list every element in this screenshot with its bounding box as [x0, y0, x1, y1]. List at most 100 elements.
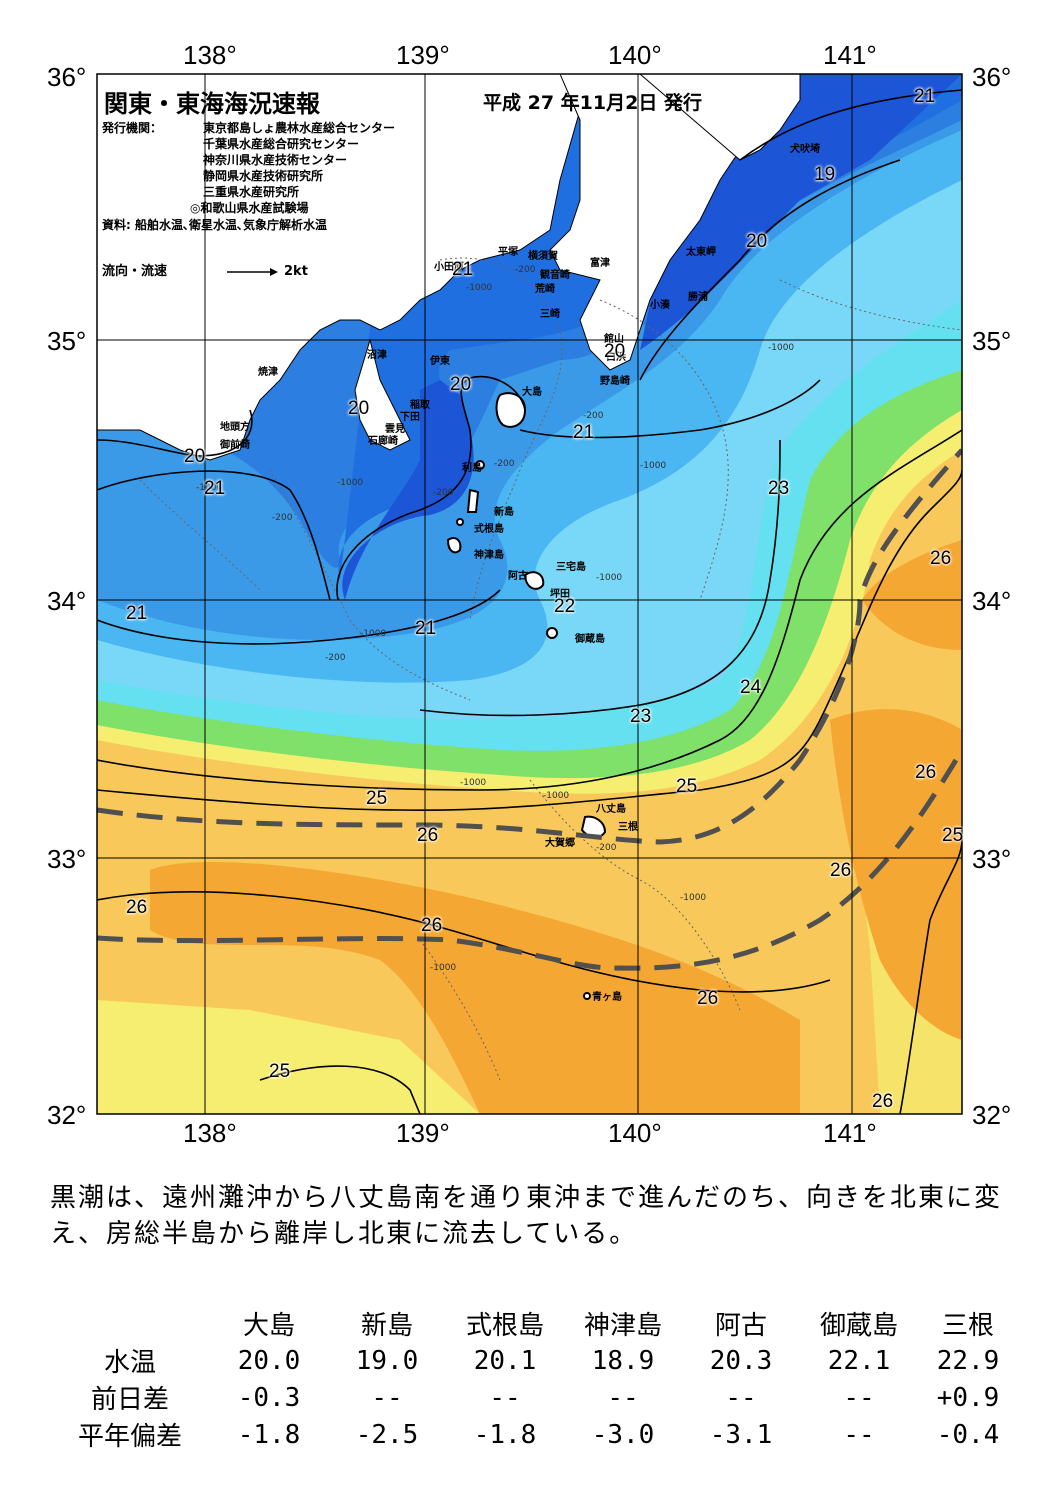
agency-6: ◎和歌山県水産試験場	[190, 201, 309, 215]
lat-left-35: 35°	[47, 326, 87, 356]
place-label: 富津	[590, 258, 610, 269]
isotherm-label: 26	[915, 762, 937, 783]
depth-label: -1000	[360, 629, 386, 639]
isotherm-label: 21	[452, 259, 474, 280]
table-cell: --	[843, 1419, 875, 1450]
table-corner	[50, 1305, 210, 1342]
table-cell: +0.9	[936, 1382, 1000, 1413]
place-label: 下田	[400, 412, 420, 423]
place-label: 焼津	[258, 367, 278, 378]
isotherm-label: 22	[554, 596, 576, 617]
isotherm-label: 20	[184, 446, 206, 467]
isotherm-label: 25	[366, 788, 388, 809]
place-label: 館山	[604, 334, 624, 345]
depth-label: -200	[583, 411, 604, 421]
place-label: 青ヶ島	[592, 992, 622, 1003]
table-cell: -3.1	[709, 1419, 773, 1450]
isotherm-label: 26	[872, 1091, 894, 1112]
isotherm-label: 20	[746, 231, 768, 252]
lat-right-35: 35°	[972, 326, 1012, 356]
depth-contours	[139, 257, 962, 1081]
column-header: 大島	[242, 1311, 295, 1341]
lon-bottom-139: 139°	[396, 1118, 450, 1148]
table-row: 平年偏差 -1.8 -2.5 -1.8 -3.0 -3.1 -- -0.4	[50, 1416, 1018, 1453]
place-label: 坪田	[550, 589, 570, 600]
place-label: 観音崎	[540, 270, 570, 281]
place-label: 勝浦	[688, 292, 708, 303]
island-temperature-table: 大島 新島 式根島 神津島 阿古 御蔵島 三根 水温 20.0 19.0 20.…	[50, 1305, 1018, 1453]
lon-top-139: 139°	[396, 40, 450, 70]
place-label: 三崎	[540, 309, 560, 320]
islands	[446, 392, 607, 1000]
lat-right-33: 33°	[972, 844, 1012, 874]
place-label: 太東岬	[686, 247, 716, 258]
depth-label: -1000	[196, 483, 222, 493]
report-title: 関東・東海海況速報	[104, 90, 320, 118]
place-label: 白浜	[606, 352, 626, 363]
flow-legend-unit: 2kt	[284, 264, 308, 279]
place-label: 石廊崎	[368, 436, 398, 447]
place-label: 新島	[494, 507, 514, 518]
agency-4: 静岡県水産技術研究所	[203, 169, 324, 183]
agency-2: 千葉県水産総合研究センター	[203, 137, 360, 151]
place-label: 神津島	[474, 550, 504, 561]
depth-label: -200	[494, 459, 515, 469]
isotherm-label: 21	[914, 86, 936, 107]
table-row: 前日差 -0.3 -- -- -- -- -- +0.9	[50, 1379, 1018, 1416]
table-cell: -3.0	[591, 1419, 655, 1450]
isotherm-label: 20	[348, 398, 370, 419]
table-cell: --	[725, 1382, 757, 1413]
isotherm-label: 21	[415, 618, 437, 639]
depth-label: -1000	[640, 461, 666, 471]
table-cell: 19.0	[355, 1345, 419, 1376]
place-label: 大島	[522, 387, 542, 398]
table-cell: 22.1	[827, 1345, 891, 1376]
place-label: 横須賀	[528, 251, 558, 262]
table-cell: 20.3	[709, 1345, 773, 1376]
place-label: 御前崎	[220, 440, 250, 451]
table-cell: 18.9	[591, 1345, 655, 1376]
depth-label: -200	[433, 488, 454, 498]
isotherm-label: 19	[814, 164, 836, 185]
depth-label: -1000	[430, 963, 456, 973]
place-label: 地頭方	[220, 422, 250, 433]
lon-bottom-141: 141°	[823, 1118, 877, 1148]
column-header: 三根	[941, 1311, 994, 1341]
isotherm-label: 21	[204, 478, 226, 499]
table-cell: 22.9	[936, 1345, 1000, 1376]
table-cell: -1.8	[237, 1419, 301, 1450]
agency-label: 発行機関：	[102, 121, 163, 135]
place-label: 式根島	[474, 524, 504, 535]
lat-left-33: 33°	[47, 844, 87, 874]
table-header-row: 大島 新島 式根島 神津島 阿古 御蔵島 三根	[50, 1305, 1018, 1342]
depth-label: -200	[325, 653, 346, 663]
isotherm-label: 25	[269, 1061, 291, 1082]
lon-top-141: 141°	[823, 40, 877, 70]
column-header: 新島	[360, 1311, 413, 1341]
depth-label: -200	[272, 513, 293, 523]
lon-bottom-140: 140°	[608, 1118, 662, 1148]
isotherm-label: 26	[697, 988, 719, 1009]
place-label: 犬吠埼	[790, 144, 820, 155]
table-row: 水温 20.0 19.0 20.1 18.9 20.3 22.1 22.9	[50, 1342, 1018, 1379]
isotherm-label: 20	[604, 341, 626, 362]
land	[97, 74, 801, 461]
table-cell: -1.8	[473, 1419, 537, 1450]
place-label: 雲見	[385, 424, 405, 435]
isotherms	[97, 89, 962, 1114]
table-cell: --	[843, 1382, 875, 1413]
isotherm-label: 26	[417, 825, 439, 846]
place-label: 小田原	[434, 262, 464, 273]
lat-right-32: 32°	[972, 1100, 1012, 1130]
depth-label: -1000	[543, 791, 569, 801]
flow-legend-label: 流向・流速	[102, 264, 168, 279]
place-label: 八丈島	[596, 804, 626, 815]
isotherm-label: 20	[450, 374, 472, 395]
map-frame	[96, 73, 963, 1115]
place-label: 御蔵島	[575, 634, 605, 645]
isotherm-label: 26	[930, 548, 952, 569]
lat-left-32: 32°	[47, 1100, 87, 1130]
depth-label: -1000	[596, 573, 622, 583]
lat-right-34: 34°	[972, 586, 1012, 616]
isotherm-label: 21	[573, 422, 595, 443]
